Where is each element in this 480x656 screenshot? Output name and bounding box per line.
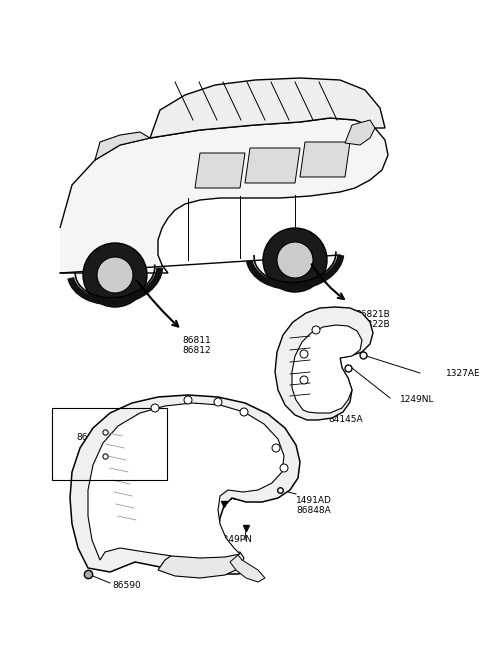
Circle shape (280, 464, 288, 472)
Text: 86834E: 86834E (76, 434, 110, 443)
Circle shape (312, 326, 320, 334)
Text: 86821B
86822B: 86821B 86822B (355, 310, 390, 329)
Bar (52, 408, 167, 480)
Polygon shape (275, 307, 373, 420)
Polygon shape (88, 403, 284, 560)
Polygon shape (230, 555, 265, 582)
Circle shape (151, 404, 159, 412)
Text: 1249PN: 1249PN (218, 535, 253, 544)
Polygon shape (60, 118, 388, 273)
Circle shape (272, 444, 280, 452)
Circle shape (97, 257, 133, 293)
Polygon shape (292, 325, 362, 413)
Circle shape (214, 398, 222, 406)
Text: 84145A: 84145A (328, 415, 362, 424)
Polygon shape (158, 552, 244, 578)
Text: 1491AD
86848A: 1491AD 86848A (296, 496, 332, 516)
Text: 1416LK: 1416LK (118, 415, 152, 424)
Text: 1249NL: 1249NL (400, 396, 434, 405)
Circle shape (83, 243, 147, 307)
Text: 86811
86812: 86811 86812 (182, 336, 211, 356)
Circle shape (263, 228, 327, 292)
Polygon shape (70, 395, 300, 574)
Circle shape (277, 242, 313, 278)
Text: 1327AE: 1327AE (446, 369, 480, 379)
Circle shape (300, 376, 308, 384)
Polygon shape (245, 148, 300, 183)
Polygon shape (150, 78, 385, 138)
Circle shape (300, 350, 308, 358)
Text: 86590: 86590 (112, 581, 141, 590)
Polygon shape (95, 132, 150, 160)
Polygon shape (195, 153, 245, 188)
Circle shape (240, 408, 248, 416)
Polygon shape (300, 142, 350, 177)
Polygon shape (345, 120, 375, 145)
Text: 86825C: 86825C (210, 493, 245, 501)
Circle shape (184, 396, 192, 404)
